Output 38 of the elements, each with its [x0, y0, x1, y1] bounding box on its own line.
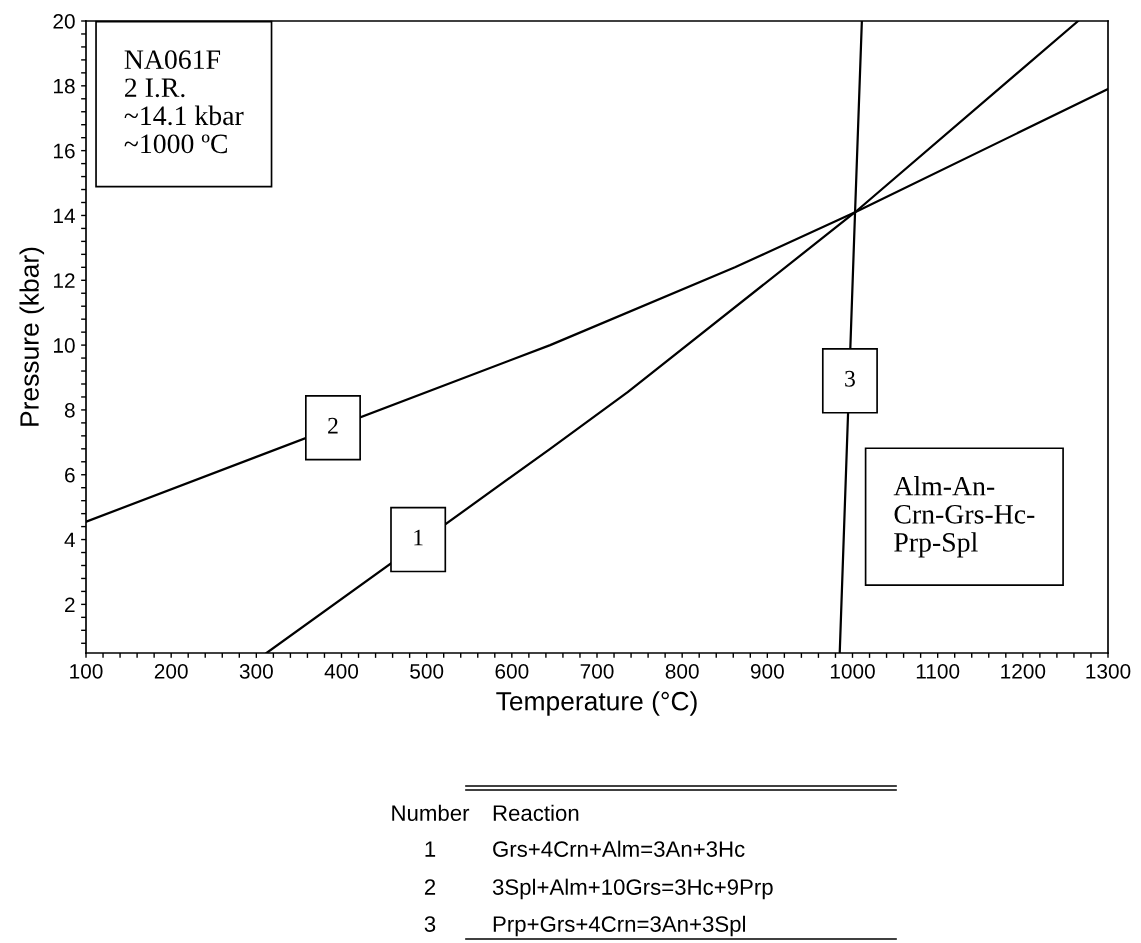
x-tick-label: 300	[239, 663, 273, 679]
x-tick-label: 1300	[1086, 663, 1131, 679]
x-tick-label: 500	[410, 663, 444, 679]
text: 3	[424, 916, 436, 932]
text: Grs+4Crn+Alm=3An+3Hc	[493, 840, 745, 857]
annotation: NA061F 2 I.R. ~14.1 kbar ~1000 ºC	[124, 50, 244, 154]
x-tick-label: 900	[750, 663, 784, 679]
x-tick-label: 1200	[1001, 663, 1046, 679]
y-tick-label: 12	[54, 273, 75, 288]
text: Reaction	[493, 804, 579, 821]
annotation: 1	[414, 529, 423, 546]
x-tick-label: 700	[580, 663, 614, 679]
x-tick-label: 1000	[830, 663, 875, 679]
annotation: Alm-An- Crn-Grs-Hc- Prp-Spl	[893, 476, 1035, 558]
x-tick-label: 100	[70, 663, 103, 679]
y-tick-label: 4	[64, 532, 75, 548]
y-tick-label: 6	[65, 467, 75, 483]
text: Number	[392, 804, 470, 821]
annotation: 3	[845, 370, 855, 387]
text: 3Spl+Alm+10Grs=3Hc+9Prp	[492, 878, 773, 900]
y-tick-label: 10	[54, 338, 75, 353]
text: 2	[424, 879, 436, 895]
x-tick-label: 800	[665, 663, 699, 679]
x-tick-label: 400	[324, 663, 359, 679]
x-tick-label: 200	[154, 663, 188, 679]
y-tick-label: 18	[54, 78, 75, 94]
text: Prp+Grs+4Crn=3An+3Spl	[493, 915, 745, 937]
y-tick-label: 8	[64, 402, 75, 418]
y-tick-label: 14	[54, 208, 75, 224]
x-axis-title: Temperature (°C)	[496, 691, 697, 716]
annotation: 2	[328, 417, 338, 434]
y-tick-label: 2	[65, 597, 75, 612]
y-axis-title: Pressure (kbar)	[19, 247, 45, 426]
y-tick-label: 16	[54, 143, 75, 159]
y-tick-label: 20	[53, 14, 75, 29]
x-tick-label: 1100	[916, 663, 960, 679]
text: 1	[425, 841, 436, 857]
x-tick-label: 600	[495, 663, 529, 679]
